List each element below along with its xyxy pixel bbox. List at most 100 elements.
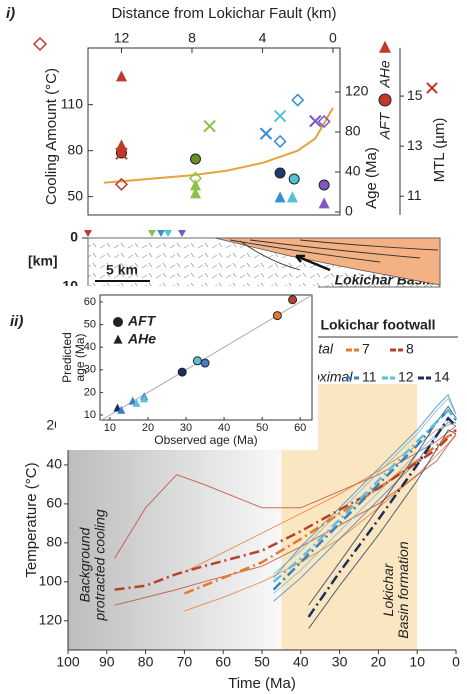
- trend-line: [103, 107, 334, 184]
- y-tick-label: 80: [67, 141, 83, 157]
- y2-tick-label: 80: [345, 123, 361, 139]
- x-tick-label: 30: [332, 654, 348, 670]
- mean-path: [183, 428, 457, 595]
- y-tick-label: 80: [46, 534, 62, 550]
- x-tick-label: 10: [409, 654, 425, 670]
- data-point: [132, 398, 141, 407]
- x-tick-label: 50: [254, 654, 270, 670]
- envelope-line: [273, 417, 457, 594]
- period-label: Lokichar: [380, 562, 396, 616]
- sample-marker: [178, 230, 186, 237]
- data-point: [192, 356, 202, 366]
- data-point: [318, 179, 330, 191]
- data-point: [274, 167, 286, 179]
- data-point: [272, 311, 282, 321]
- y-tick-label: 60: [46, 495, 62, 511]
- legend-label: AHe: [377, 60, 393, 88]
- data-point: [286, 191, 298, 203]
- envelope-line: [273, 397, 457, 575]
- data-point: [115, 139, 127, 151]
- legend-label: 8: [406, 341, 414, 357]
- legend-label: AFT: [127, 313, 157, 329]
- legend-label: 12: [398, 369, 414, 385]
- y-axis-title: age (Ma): [73, 333, 87, 381]
- envelope-line: [114, 433, 457, 606]
- depth-tick-label: 0: [70, 229, 78, 245]
- sample-marker: [157, 230, 165, 237]
- sample-marker: [164, 230, 172, 237]
- legend-symbol: [113, 317, 123, 327]
- data-point: [189, 153, 201, 165]
- legend-symbol: [113, 334, 123, 344]
- data-point: [115, 70, 127, 82]
- sample-marker: [84, 230, 92, 237]
- x-tick-label: 12: [114, 30, 130, 46]
- y-tick-label: 50: [84, 319, 96, 331]
- legend-label: 7: [362, 341, 370, 357]
- y2-tick-label: 40: [345, 163, 361, 179]
- legend-symbol: [378, 93, 392, 107]
- period-label: Background: [77, 526, 93, 602]
- data-point: [259, 127, 273, 140]
- data-point: [291, 93, 305, 107]
- y-tick-label: 100: [39, 573, 63, 589]
- data-point: [317, 114, 331, 129]
- y-tick-label: 10: [84, 409, 96, 421]
- mean-path: [272, 408, 457, 583]
- y2-axis-title: Age (Ma): [363, 147, 380, 209]
- period-label: Basin formation: [395, 541, 411, 638]
- cross-section: [84, 230, 441, 288]
- data-point: [288, 295, 298, 305]
- y-tick-label: 50: [67, 187, 83, 203]
- legend-symbol: [379, 40, 391, 53]
- x-tick-label: 60: [215, 654, 231, 670]
- x-tick-label: 70: [177, 654, 193, 670]
- x-axis-title: Observed age (Ma): [154, 433, 257, 447]
- period-label: protracted cooling: [92, 509, 108, 622]
- legend-label: AFT: [377, 111, 393, 140]
- envelope-line: [273, 393, 457, 579]
- y3-axis-title: MTL (µm): [431, 118, 448, 183]
- data-point: [274, 191, 286, 203]
- x-tick-label: 90: [99, 654, 115, 670]
- y-tick-label: 20: [84, 386, 96, 398]
- basin-fill: [214, 237, 441, 286]
- x-tick-label: 8: [188, 30, 196, 46]
- x-tick-label: 60: [294, 422, 306, 434]
- legend-label: AHe: [127, 331, 156, 347]
- sample-marker: [148, 230, 156, 237]
- y-tick-label: 110: [61, 95, 84, 111]
- legend-label: 11: [362, 369, 377, 385]
- x-tick-label: 0: [452, 654, 460, 670]
- x-axis-title: Distance from Lokichar Fault (km): [111, 5, 336, 22]
- x-tick-label: 10: [104, 422, 116, 434]
- y-tick-label: 40: [46, 456, 62, 472]
- x-tick-label: 100: [56, 654, 80, 670]
- data-point: [200, 358, 210, 368]
- envelope-line: [308, 405, 457, 606]
- x-tick-label: 20: [142, 422, 154, 434]
- y-tick-label: 30: [84, 364, 96, 376]
- y-tick-label: 60: [84, 296, 96, 308]
- x-tick-label: 80: [138, 654, 154, 670]
- data-point: [189, 179, 201, 191]
- data-point: [273, 109, 287, 123]
- x-tick-label: 30: [180, 422, 192, 434]
- y-tick-label: 40: [84, 341, 96, 353]
- y3-tick-label: 15: [407, 87, 423, 103]
- x-tick-label: 40: [218, 422, 230, 434]
- envelope-line: [308, 429, 457, 629]
- panel-label: ii): [10, 313, 23, 330]
- inset-layer: 10 20 30 40 50 60 10 20 30 40 50 60 Observed age (Ma…: [56, 286, 318, 450]
- arrow: [295, 254, 331, 272]
- data-point: [117, 405, 126, 414]
- data-point: [140, 394, 149, 403]
- data-point: [203, 119, 216, 133]
- inset-frame: [99, 294, 313, 421]
- y3-tick-label: 11: [407, 187, 422, 203]
- x-tick-label: 40: [293, 654, 309, 670]
- x-tick-label: 50: [256, 422, 268, 434]
- mean-path: [307, 416, 457, 618]
- legend-label: 14: [434, 369, 450, 385]
